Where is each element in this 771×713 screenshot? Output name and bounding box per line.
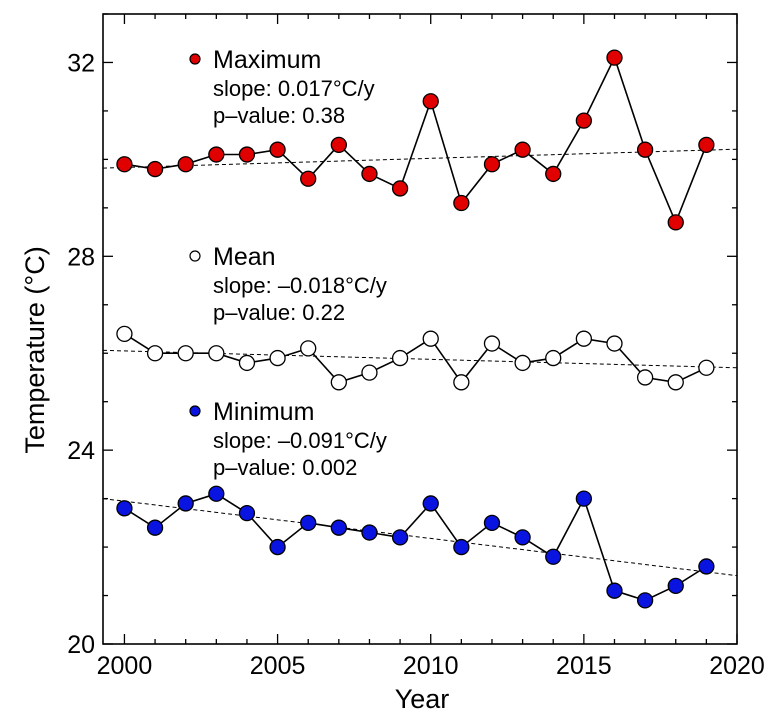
- data-point-mean: [116, 325, 133, 342]
- data-point-minimum: [545, 548, 562, 565]
- legend-label-maximum: Maximum: [213, 46, 321, 74]
- legend-slope-minimum: slope: –0.091°C/y: [213, 428, 387, 453]
- data-point-mean: [636, 369, 654, 386]
- data-point-mean: [269, 349, 286, 367]
- y-tick-label: 20: [67, 631, 95, 659]
- legend-pvalue-mean: p–value: 0.22: [213, 300, 345, 325]
- data-point-mean: [698, 359, 715, 376]
- plot-area: [102, 13, 738, 645]
- legend-slope-maximum: slope: 0.017°C/y: [213, 76, 375, 101]
- data-point-mean: [575, 330, 593, 347]
- data-point-mean: [177, 345, 194, 362]
- data-point-maximum: [269, 141, 286, 158]
- data-point-maximum: [208, 146, 225, 163]
- data-point-mean: [453, 374, 470, 391]
- data-point-maximum: [116, 156, 133, 173]
- legend: Maximum slope: 0.017°C/y p–value: 0.38 M…: [189, 46, 387, 480]
- data-point-mean: [330, 374, 347, 391]
- plot-frame: [102, 13, 738, 645]
- data-point-minimum: [146, 519, 164, 536]
- legend-marker-minimum: [189, 405, 201, 417]
- data-series: [116, 49, 715, 609]
- trend-line-minimum: [102, 498, 738, 577]
- data-point-minimum: [361, 524, 378, 541]
- data-point-maximum: [453, 194, 470, 212]
- data-point-maximum: [545, 165, 562, 183]
- data-point-mean: [667, 374, 684, 391]
- data-point-mean: [208, 345, 225, 362]
- data-point-mean: [146, 345, 164, 362]
- data-point-mean: [300, 340, 317, 357]
- data-point-maximum: [177, 156, 194, 173]
- legend-slope-mean: slope: –0.018°C/y: [213, 273, 387, 298]
- data-point-maximum: [391, 180, 409, 197]
- data-point-minimum: [422, 495, 439, 512]
- legend-pvalue-minimum: p–value: 0.002: [213, 455, 357, 480]
- data-point-mean: [606, 335, 623, 352]
- x-tick-label: 2015: [556, 652, 612, 680]
- x-tick-label: 2020: [709, 652, 765, 680]
- data-point-minimum: [208, 485, 225, 502]
- data-point-minimum: [698, 558, 715, 575]
- data-point-mean: [545, 349, 562, 367]
- legend-marker-mean: [189, 250, 201, 262]
- data-point-minimum: [636, 592, 654, 609]
- data-point-mean: [238, 354, 256, 372]
- data-point-maximum: [422, 93, 439, 110]
- y-tick-label: 24: [67, 437, 95, 465]
- data-point-maximum: [238, 146, 256, 163]
- data-point-maximum: [361, 165, 378, 183]
- data-point-maximum: [575, 112, 593, 129]
- data-point-minimum: [483, 514, 501, 531]
- x-tick-label: 2010: [403, 652, 459, 680]
- x-axis-title: Year: [395, 684, 450, 713]
- data-point-minimum: [177, 495, 194, 512]
- data-point-minimum: [300, 514, 317, 531]
- y-tick-label: 32: [67, 49, 95, 77]
- legend-label-mean: Mean: [213, 243, 276, 271]
- data-point-maximum: [514, 141, 531, 158]
- y-tick-label: 28: [67, 243, 95, 271]
- data-point-maximum: [483, 156, 501, 173]
- data-point-mean: [514, 354, 531, 372]
- data-point-minimum: [453, 538, 470, 556]
- x-tick-label: 2000: [97, 652, 153, 680]
- data-point-maximum: [330, 136, 347, 153]
- data-point-maximum: [698, 136, 715, 153]
- data-point-maximum: [667, 214, 684, 231]
- data-point-minimum: [238, 505, 256, 522]
- legend-label-minimum: Minimum: [213, 398, 314, 426]
- trend-line-maximum: [102, 148, 738, 169]
- data-point-maximum: [146, 160, 164, 178]
- legend-pvalue-maximum: p–value: 0.38: [213, 103, 345, 128]
- y-axis-title: Temperature (°C): [20, 246, 50, 453]
- data-point-mean: [483, 335, 501, 352]
- series-line-maximum: [124, 55, 708, 225]
- data-point-mean: [361, 364, 378, 381]
- data-point-minimum: [330, 519, 347, 536]
- data-point-minimum: [575, 490, 593, 507]
- data-point-minimum: [514, 529, 531, 546]
- data-point-maximum: [606, 49, 623, 66]
- data-point-mean: [391, 349, 409, 367]
- legend-marker-maximum: [189, 53, 201, 65]
- data-point-minimum: [391, 529, 409, 546]
- data-point-maximum: [300, 170, 317, 187]
- data-point-minimum: [667, 577, 684, 594]
- data-point-maximum: [636, 141, 654, 158]
- data-point-minimum: [116, 500, 133, 517]
- trend-lines: [102, 148, 738, 577]
- data-point-minimum: [269, 538, 286, 556]
- data-point-mean: [422, 330, 439, 347]
- data-point-minimum: [606, 582, 623, 599]
- x-tick-label: 2005: [250, 652, 306, 680]
